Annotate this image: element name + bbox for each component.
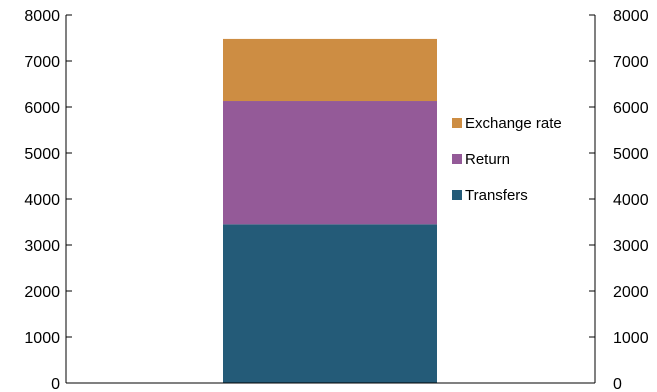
left-y-tick-label: 7000	[24, 54, 60, 71]
legend-label-transfers: Transfers	[465, 187, 528, 204]
right-y-tick-label: 2000	[613, 284, 649, 301]
left-y-tick-label: 5000	[24, 146, 60, 163]
left-y-tick-label: 0	[51, 376, 60, 392]
right-y-axis-ticks: 0 1000 2000 3000 4000 5000 6000 7000 8000	[589, 8, 649, 392]
right-y-tick-label: 7000	[613, 54, 649, 71]
legend: Exchange rate Return Transfers	[452, 115, 562, 204]
legend-swatch-transfers	[452, 190, 462, 200]
right-y-tick-label: 6000	[613, 100, 649, 117]
legend-swatch-exchange-rate	[452, 118, 462, 128]
left-y-tick-label: 8000	[24, 8, 60, 25]
left-y-tick-label: 3000	[24, 238, 60, 255]
legend-label-exchange-rate: Exchange rate	[465, 115, 562, 132]
right-y-tick-label: 0	[613, 376, 622, 392]
right-y-tick-label: 1000	[613, 330, 649, 347]
legend-swatch-return	[452, 154, 462, 164]
left-y-tick-label: 4000	[24, 192, 60, 209]
right-y-tick-label: 8000	[613, 8, 649, 25]
right-y-tick-label: 5000	[613, 146, 649, 163]
left-y-tick-label: 2000	[24, 284, 60, 301]
bar-segment-transfers	[223, 224, 437, 383]
legend-label-return: Return	[465, 151, 510, 168]
right-y-tick-label: 3000	[613, 238, 649, 255]
left-y-tick-label: 6000	[24, 100, 60, 117]
bar-segment-exchange-rate	[223, 38, 437, 102]
bar-segment-return	[223, 101, 437, 225]
left-y-axis-ticks: 0 1000 2000 3000 4000 5000 6000 7000 8000	[24, 8, 72, 392]
left-y-tick-label: 1000	[24, 330, 60, 347]
bar-group	[223, 38, 437, 383]
right-y-tick-label: 4000	[613, 192, 649, 209]
